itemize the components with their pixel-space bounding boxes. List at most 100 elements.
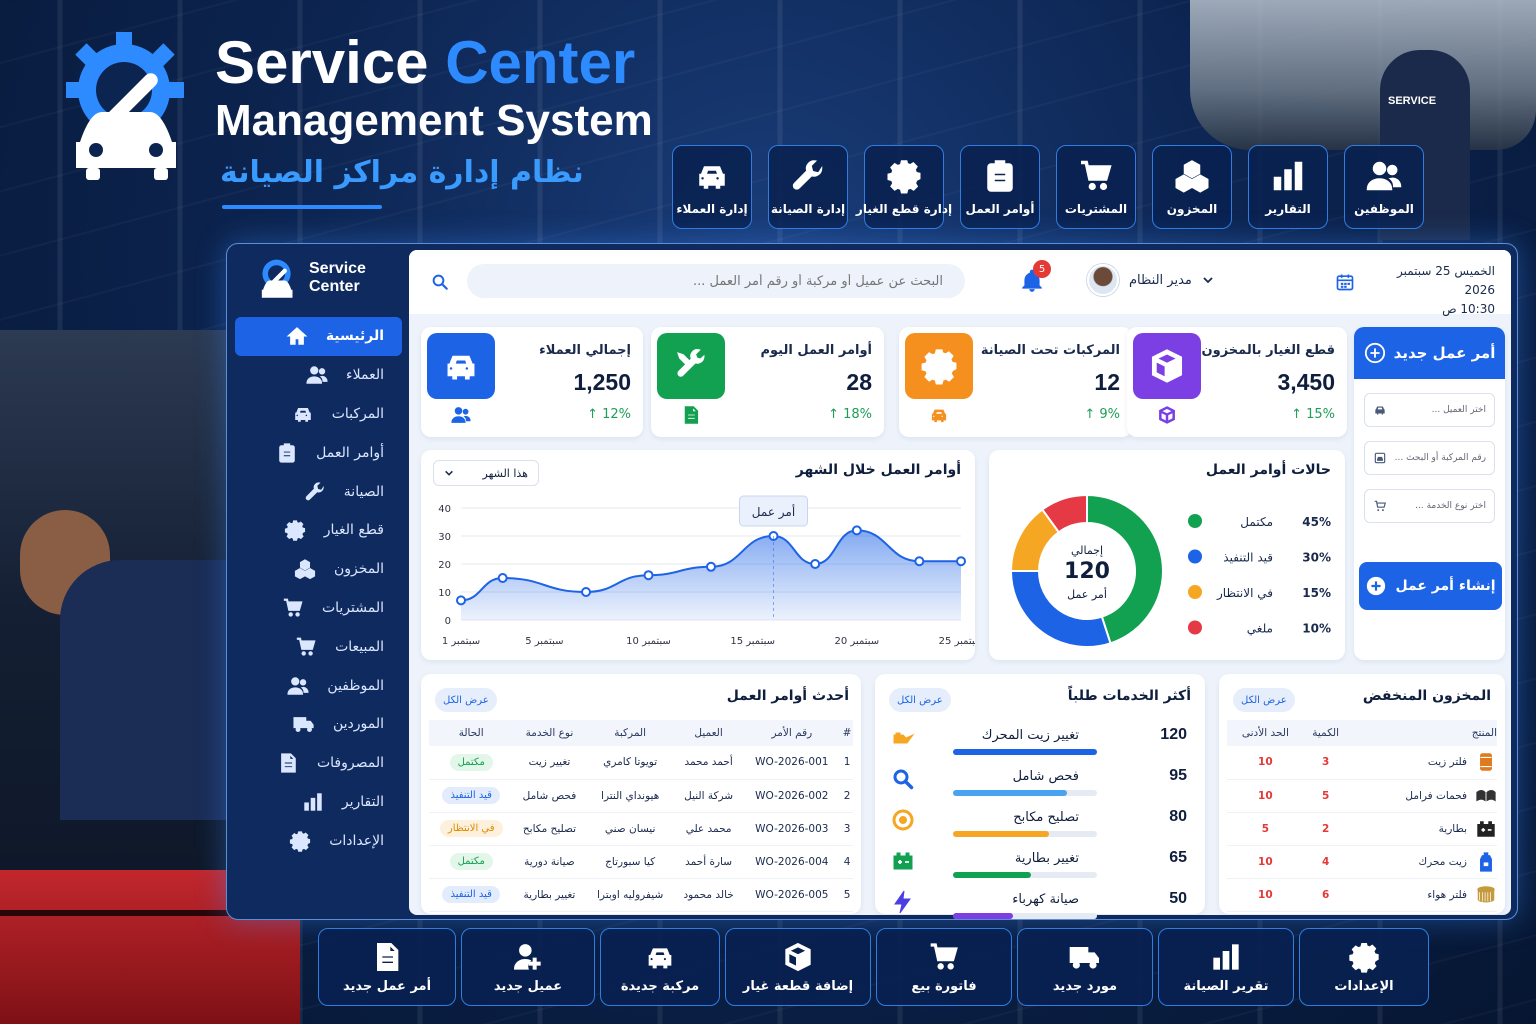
- quick-action-0[interactable]: أمر عمل جديد: [318, 928, 456, 1006]
- table-row[interactable]: 1 WO-2026-001 أحمد محمد تويوتا كامري تغيير ز…: [429, 746, 853, 780]
- series-line: [460, 529, 961, 602]
- top-nav-clipboard[interactable]: أوامر العمل: [960, 145, 1040, 229]
- sidebar-item-4[interactable]: الصيانة: [235, 472, 402, 511]
- sidebar-item-9[interactable]: الموظفين: [235, 666, 402, 705]
- table-row[interactable]: 3 WO-2026-003 محمد علي نيسان صني تصليح مكابح…: [429, 812, 853, 846]
- bar-chart-icon: [304, 793, 322, 811]
- donut-slice: [1086, 493, 1164, 645]
- sidebar-item-label: المشتريات: [321, 599, 384, 616]
- table-cell-id: WO-2026-004: [742, 845, 842, 879]
- quick-action-label: تقرير الصيانة: [1183, 978, 1269, 994]
- quick-action-1[interactable]: عميل جديد: [461, 928, 595, 1006]
- period-select[interactable]: هذا الشهر: [433, 460, 539, 486]
- service-bar-track: [953, 790, 1097, 796]
- table-row[interactable]: زيت محرك 4 10: [1227, 845, 1497, 879]
- table-cell-customer: خالد محمود: [674, 878, 743, 912]
- box-outline-icon: [1159, 406, 1175, 424]
- top-nav-label: إدارة الصيانة: [770, 202, 846, 216]
- service-count: 95: [1169, 767, 1187, 784]
- car-icon: [699, 166, 725, 189]
- recent-orders-view-all[interactable]: عرض الكل: [435, 688, 497, 712]
- sidebar-item-10[interactable]: الموردين: [235, 705, 402, 744]
- gear-icon: [921, 349, 957, 385]
- table-row[interactable]: 2 WO-2026-002 شركة النيل هيونداي النترا فحص …: [429, 779, 853, 813]
- gear-icon: [1349, 942, 1379, 973]
- legend-value: 15%: [1302, 586, 1331, 600]
- top-nav-gear[interactable]: إدارة قطع الغيار: [856, 145, 952, 229]
- stat-change: ↑ 18%: [828, 407, 872, 422]
- service-name: تصليح مكابح: [1013, 810, 1079, 825]
- quick-action-4[interactable]: فاتورة بيع: [876, 928, 1012, 1006]
- sidebar-item-13[interactable]: الإعدادات: [235, 821, 402, 860]
- search-input[interactable]: [467, 264, 965, 298]
- gear-icon: [887, 160, 921, 194]
- x-tick-label: 5 سبتمبر: [525, 636, 563, 647]
- quick-action-5[interactable]: مورد جديد: [1017, 928, 1153, 1006]
- stat-icon-tile: [427, 333, 495, 399]
- stat-icon-tile: [905, 333, 973, 399]
- top-services-view-all[interactable]: عرض الكل: [889, 688, 951, 712]
- sidebar-item-7[interactable]: المشتريات: [235, 589, 402, 628]
- table-row[interactable]: فلتر زيت 3 10: [1227, 746, 1497, 780]
- table-row[interactable]: فلتر هواء 6 10: [1227, 878, 1497, 912]
- top-nav-boxes[interactable]: المخزون: [1152, 145, 1232, 229]
- table-row[interactable]: بطارية 2 5: [1227, 812, 1497, 846]
- top-nav-bar-chart[interactable]: التقارير: [1248, 145, 1328, 229]
- quick-action-6[interactable]: تقرير الصيانة: [1158, 928, 1294, 1006]
- car-icon: [447, 355, 475, 380]
- stat-card: المركبات تحت الصيانة 12 ↑ 9%: [899, 327, 1132, 437]
- chart-tooltip: [739, 495, 808, 527]
- sidebar-item-11[interactable]: المصروفات: [235, 744, 402, 783]
- car-icon: [648, 947, 672, 968]
- quick-action-2[interactable]: مركبة جديدة: [600, 928, 720, 1006]
- top-nav-wrench[interactable]: إدارة الصيانة: [768, 145, 848, 229]
- stat-title: أوامر العمل اليوم: [760, 343, 873, 358]
- data-point: [581, 587, 591, 597]
- user-menu[interactable]: مدير النظام: [1087, 264, 1214, 296]
- table-cell-vehicle: هيونداي النترا: [585, 779, 675, 813]
- donut-center-label: أمر عمل: [1067, 587, 1107, 601]
- sidebar-item-label: العملاء: [346, 367, 384, 384]
- brake-disc-icon: [892, 809, 914, 831]
- dashboard-window: Service Center الرئيسية العملاء المركبات أوا…: [226, 243, 1518, 920]
- lifted-car-photo: [1190, 0, 1536, 150]
- sidebar-item-2[interactable]: المركبات: [235, 395, 402, 434]
- create-work-order-button[interactable]: إنشاء أمر عمل: [1359, 562, 1502, 610]
- service-type-select[interactable]: اختر نوع الخدمة ...: [1364, 489, 1495, 523]
- customer-select[interactable]: اختر العميل ...: [1364, 393, 1495, 427]
- service-row: تغيير بطارية 65: [883, 843, 1197, 884]
- donut-center-label: 120: [1064, 559, 1110, 584]
- y-tick-label: 30: [438, 532, 451, 543]
- wrench-icon: [792, 160, 823, 190]
- truck-icon: [293, 717, 314, 733]
- stat-change: ↑ 9%: [1084, 407, 1120, 422]
- top-nav-cart[interactable]: المشتريات: [1056, 145, 1136, 229]
- sidebar-item-5[interactable]: قطع الغيار: [235, 511, 402, 550]
- chevron-down-icon: [445, 470, 453, 476]
- top-nav-car[interactable]: إدارة العملاء: [672, 145, 752, 229]
- sidebar-item-1[interactable]: العملاء: [235, 356, 402, 395]
- vehicle-search-input[interactable]: رقم المركبة أو البحث ...: [1364, 441, 1495, 475]
- sidebar-item-0[interactable]: الرئيسية: [235, 317, 402, 356]
- quick-action-7[interactable]: الإعدادات: [1299, 928, 1429, 1006]
- top-nav-users[interactable]: الموظفين: [1344, 145, 1424, 229]
- brand-title-arabic: نظام إدارة مراكز الصيانة: [220, 155, 584, 190]
- table-row[interactable]: فحمات فرامل 5 10: [1227, 779, 1497, 813]
- low-stock-view-all[interactable]: عرض الكل: [1233, 688, 1295, 712]
- product-name: فلتر زيت: [1427, 756, 1467, 769]
- stat-card: أوامر العمل اليوم 28 ↑ 18%: [651, 327, 884, 437]
- table-cell-min: 10: [1227, 746, 1304, 780]
- sidebar-item-8[interactable]: المبيعات: [235, 627, 402, 666]
- data-point: [956, 556, 966, 567]
- sidebar-item-label: المبيعات: [335, 638, 384, 655]
- table-row[interactable]: 4 WO-2026-004 سارة أحمد كيا سبورتاج صيانة دو…: [429, 845, 853, 879]
- sidebar-item-12[interactable]: التقارير: [235, 783, 402, 822]
- data-point: [810, 559, 821, 569]
- search-button[interactable]: [425, 267, 455, 297]
- sidebar-item-6[interactable]: المخزون: [235, 550, 402, 589]
- table-cell-qty: 6: [1303, 878, 1348, 912]
- quick-action-label: إضافة قطعة غيار: [742, 978, 854, 994]
- quick-action-3[interactable]: إضافة قطعة غيار: [725, 928, 871, 1006]
- table-row[interactable]: 5 WO-2026-005 خالد محمود شيفروليه اوبترا تغي…: [429, 878, 853, 912]
- sidebar-item-3[interactable]: أوامر العمل: [235, 433, 402, 472]
